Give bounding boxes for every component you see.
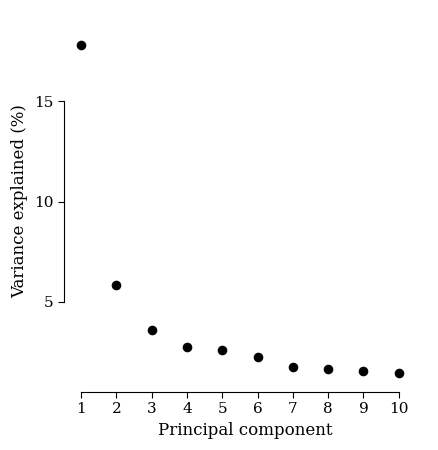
Point [219, 346, 226, 353]
Y-axis label: Variance explained (%): Variance explained (%) [11, 104, 28, 298]
Point [360, 367, 367, 374]
Point [78, 41, 85, 49]
X-axis label: Principal component: Principal component [158, 422, 332, 439]
Point [290, 363, 297, 370]
Point [395, 369, 402, 377]
Point [254, 353, 261, 360]
Point [148, 326, 155, 333]
Point [184, 343, 191, 351]
Point [325, 365, 332, 373]
Point [113, 281, 120, 288]
